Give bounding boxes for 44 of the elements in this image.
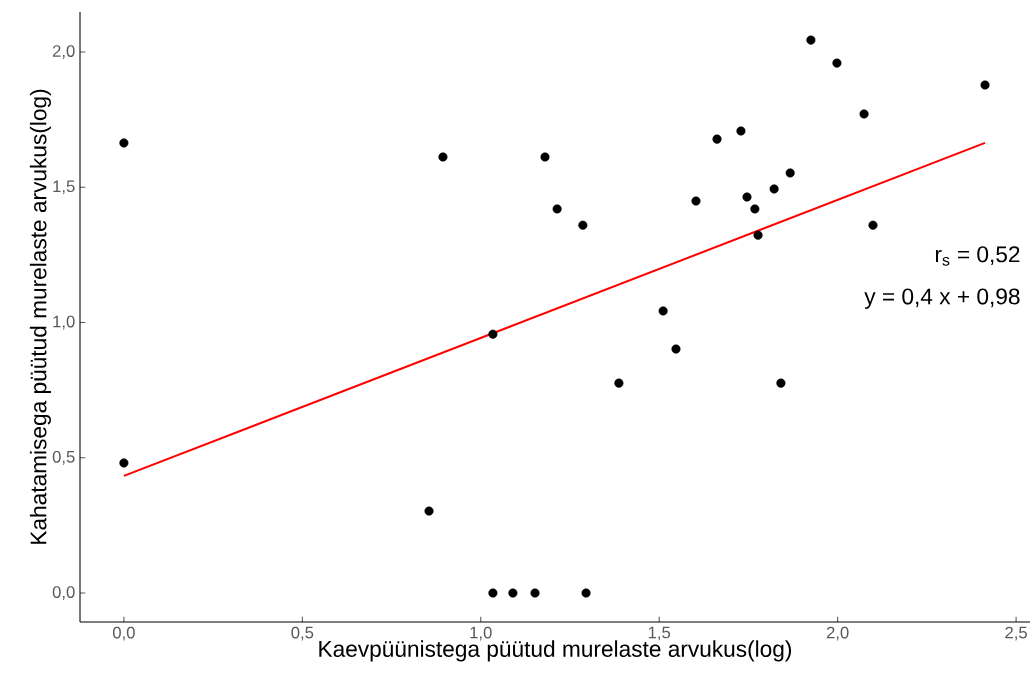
point: [488, 329, 498, 339]
y-tick-label: 0,0: [52, 586, 75, 600]
point: [785, 168, 795, 178]
point: [540, 152, 550, 162]
y-tick-label: 1,5: [53, 180, 75, 195]
point: [859, 109, 869, 119]
x-tick-label: 2,0: [826, 626, 849, 641]
point: [691, 196, 701, 206]
x-tick-label: 1,5: [648, 626, 671, 641]
x-tick-label: 1,0: [470, 626, 492, 641]
x-tick-label: 2,5: [1005, 626, 1027, 641]
point: [424, 506, 434, 516]
x-tick-label: 0,5: [291, 626, 314, 641]
x-axis-title: Kaevpüünistega püütud murelaste arvukus(log): [319, 640, 792, 662]
point: [578, 220, 588, 230]
point: [832, 58, 842, 68]
point: [742, 192, 752, 202]
point: [488, 588, 498, 598]
point: [508, 588, 518, 598]
point: [614, 378, 624, 388]
point: [753, 230, 763, 240]
annotation: y = 0,4 x + 0,98: [864, 288, 1020, 309]
point: [868, 220, 878, 230]
point: [552, 204, 562, 214]
point: [438, 152, 448, 162]
y-tick-label: 0,5: [52, 450, 75, 465]
point: [671, 344, 681, 354]
point: [980, 80, 990, 90]
x-tick-label: 0,0: [112, 626, 135, 641]
y-axis-title: Kahatamisega püütud murelaste arvukus(log): [29, 89, 51, 544]
point: [712, 134, 722, 144]
point: [581, 588, 591, 598]
point: [658, 306, 668, 316]
annotation: r$_{s}$ = 0,52: [935, 246, 1020, 266]
point: [806, 35, 816, 45]
point: [530, 588, 540, 598]
point: [750, 204, 760, 214]
y-tick-label: 1,0: [53, 315, 75, 330]
point: [736, 126, 746, 136]
point: [776, 378, 786, 388]
point: [119, 138, 129, 148]
y-tick-label: 2,0: [52, 45, 75, 59]
point: [119, 458, 129, 468]
point: [769, 184, 779, 194]
